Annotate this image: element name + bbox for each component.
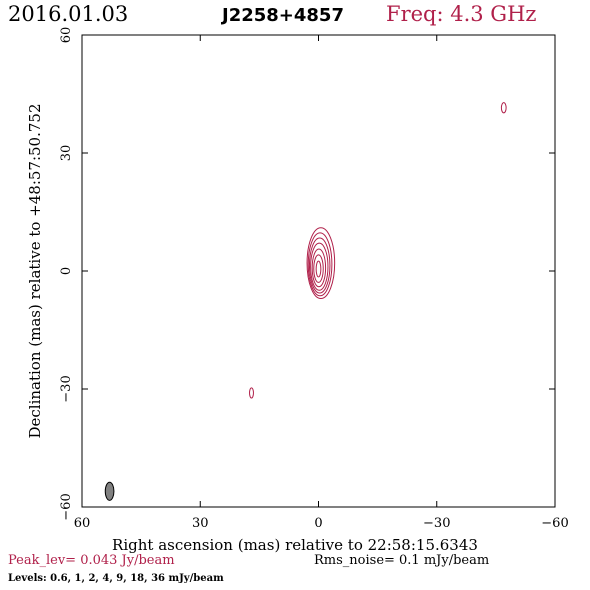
restoring-beam [104, 481, 115, 501]
frequency-label: Freq: 4.3 GHz [386, 2, 537, 26]
x-axis-label: Right ascension (mas) relative to 22:58:… [112, 536, 478, 554]
contour-core-0.6 [306, 227, 336, 300]
contour-core-4 [310, 242, 329, 291]
contour-levels: Levels: 0.6, 1, 2, 4, 9, 18, 36 mJy/beam [8, 573, 224, 584]
beam-layer [104, 481, 115, 501]
y-tick-label: 30 [59, 145, 74, 162]
x-tick-label: 0 [314, 516, 322, 531]
x-tick-label: 60 [74, 516, 91, 531]
x-tick-label: 30 [192, 516, 209, 531]
y-axis-label: Declination (mas) relative to +48:57:50.… [26, 103, 44, 438]
contour-spot-sw [500, 102, 507, 114]
contour-core-18 [313, 254, 324, 283]
plot-frame [81, 34, 556, 508]
y-tick-label: 60 [59, 27, 74, 44]
y-tick-label: −60 [59, 493, 74, 520]
contour-core-1 [307, 232, 333, 297]
contour-spot-ne [249, 387, 254, 399]
contour-core-36 [315, 260, 322, 278]
rms-noise: Rms_noise= 0.1 mJy/beam [314, 553, 490, 568]
contour-core-9 [311, 248, 327, 288]
peak-level: Peak_lev= 0.043 Jy/beam [8, 553, 175, 568]
x-tick-label: −60 [541, 516, 568, 531]
source-name: J2258+4857 [222, 5, 344, 26]
y-tick-label: 0 [59, 267, 74, 275]
observation-date: 2016.01.03 [8, 2, 129, 26]
contour-layer [249, 102, 507, 399]
y-tick-label: −30 [59, 375, 74, 402]
x-tick-label: −30 [423, 516, 450, 531]
contour-core-2 [308, 237, 331, 294]
